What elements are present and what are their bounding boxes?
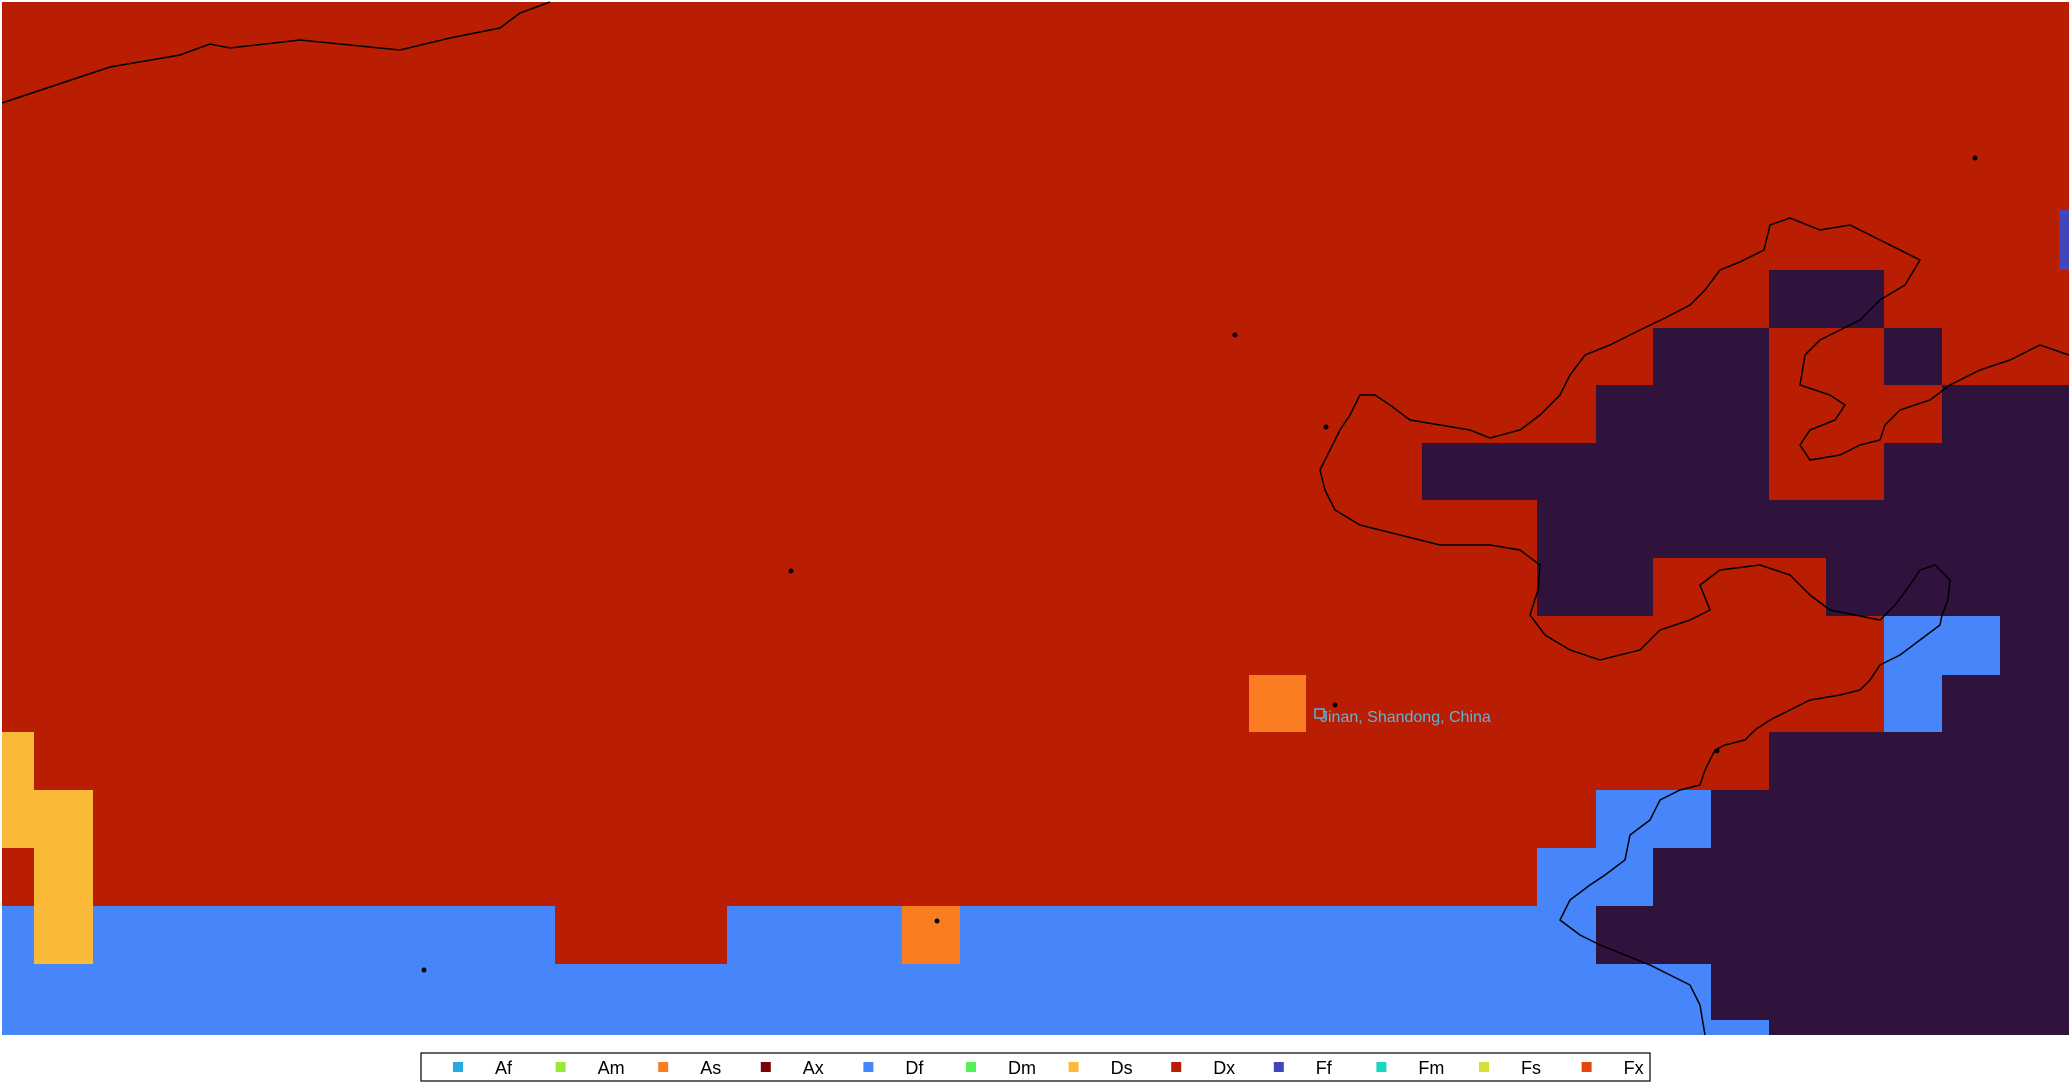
- legend-swatch-ff: [1273, 1062, 1284, 1072]
- region-dx-east-inner: [1769, 328, 1942, 500]
- city-dot: [788, 568, 794, 574]
- legend-label-ff: Ff: [1316, 1058, 1333, 1078]
- legend-swatch-fs: [1479, 1062, 1489, 1072]
- legend-label-fs: Fs: [1521, 1058, 1541, 1078]
- legend-box: [420, 1052, 1651, 1082]
- legend-swatch-am: [555, 1062, 566, 1072]
- region-dark-east: [1422, 270, 2069, 1035]
- location-label: Jinan, Shandong, China: [1320, 709, 1491, 726]
- city-dot: [1232, 332, 1238, 338]
- city-dot: [421, 967, 427, 973]
- location-marker-icon: [1314, 708, 1325, 719]
- map-border: [0, 0, 2071, 1037]
- legend-label-am: Am: [598, 1058, 625, 1078]
- legend-swatch-as: [658, 1062, 669, 1072]
- legend-label-af: Af: [495, 1058, 513, 1078]
- region-as-jinan: [1249, 675, 1306, 732]
- city-dot: [1714, 748, 1720, 754]
- region-ds-west: [2, 732, 93, 964]
- legend-label-fm: Fm: [1418, 1058, 1444, 1078]
- legend: Af Am As Ax Df Dm Ds Dx Ff Fm Fs Fx: [420, 1052, 1651, 1082]
- legend-swatch-ax: [760, 1062, 771, 1072]
- legend-label-as: As: [700, 1058, 721, 1078]
- region-df-south: [2, 790, 1769, 1035]
- region-ff-east: [2059, 210, 2069, 270]
- legend-swatch-fx: [1581, 1062, 1592, 1072]
- region-as-south: [902, 906, 960, 964]
- legend-label-ds: Ds: [1111, 1058, 1133, 1078]
- region-dx-west-gap: [2, 848, 34, 906]
- legend-label-dx: Dx: [1213, 1058, 1235, 1078]
- legend-label-ax: Ax: [803, 1058, 824, 1078]
- legend-label-dm: Dm: [1008, 1058, 1036, 1078]
- legend-swatch-af: [453, 1062, 463, 1072]
- legend-label-df: Df: [905, 1058, 924, 1078]
- legend-label-fx: Fx: [1624, 1058, 1644, 1078]
- region-dx-east-lower: [1653, 558, 1826, 616]
- city-dot: [1972, 155, 1978, 161]
- legend-swatch-df: [863, 1062, 874, 1072]
- legend-swatch-ds: [1068, 1062, 1079, 1072]
- region-dx-notch: [555, 906, 727, 964]
- legend-swatch-dx: [1171, 1062, 1182, 1072]
- coastline: [1, 1, 2070, 1036]
- city-dot: [934, 918, 940, 924]
- legend-swatch-dm: [966, 1062, 976, 1072]
- city-dot: [1332, 702, 1338, 708]
- city-dot: [1323, 424, 1329, 430]
- legend-swatch-fm: [1376, 1062, 1387, 1072]
